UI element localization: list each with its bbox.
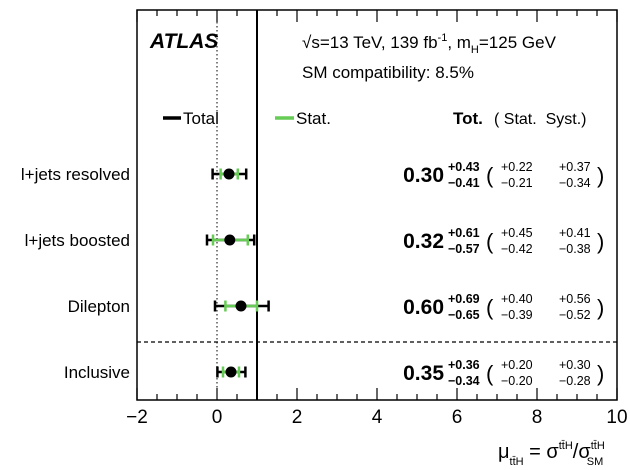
legend-total-label: Total	[183, 109, 219, 128]
row-value: 0.32	[403, 230, 444, 253]
x-tick-label: 2	[292, 407, 303, 428]
header-stat-syst: ( Stat. Syst.)	[494, 111, 586, 128]
tot-down: −0.41	[448, 176, 480, 190]
legend: Total Stat.	[163, 109, 331, 128]
measurement-row: l+jets boosted 0.32 +0.61 −0.57 ( +0.45 −0.42 +…	[25, 226, 605, 256]
tot-down: −0.34	[448, 374, 480, 388]
paren-open: (	[486, 229, 494, 254]
paren-close: )	[597, 361, 604, 386]
stat-down: −0.42	[501, 242, 533, 256]
measurement-row: l+jets resolved 0.30 +0.43 −0.41 ( +0.22 −0.21…	[21, 160, 604, 190]
paren-open: (	[486, 361, 494, 386]
stat-up: +0.40	[501, 292, 533, 306]
paren-close: )	[597, 295, 604, 320]
row-label: l+jets resolved	[21, 165, 130, 184]
stat-down: −0.20	[501, 374, 533, 388]
syst-up: +0.41	[559, 226, 591, 240]
measurement-rows: l+jets resolved 0.30 +0.43 −0.41 ( +0.22 −0.21…	[21, 160, 604, 388]
central-value-marker	[236, 301, 247, 312]
x-tick-label: 0	[212, 407, 223, 428]
tot-up: +0.61	[448, 226, 480, 240]
measurement-row: Dilepton 0.60 +0.69 −0.65 ( +0.40 −0.39 +0.56 −0…	[68, 292, 605, 322]
syst-up: +0.37	[559, 160, 591, 174]
paren-open: (	[486, 163, 494, 188]
x-tick-label: 4	[372, 407, 383, 428]
stat-down: −0.21	[501, 176, 533, 190]
tot-up: +0.43	[448, 160, 480, 174]
stat-up: +0.20	[501, 358, 533, 372]
legend-stat-label: Stat.	[296, 109, 331, 128]
syst-up: +0.30	[559, 358, 591, 372]
x-axis-label: μtt̄H = σtt̄H/σtt̄H SM	[498, 440, 605, 468]
paren-open: (	[486, 295, 494, 320]
paren-close: )	[597, 229, 604, 254]
syst-up: +0.56	[559, 292, 591, 306]
row-label: Inclusive	[64, 363, 130, 382]
header-tot: Tot.	[453, 109, 483, 128]
syst-down: −0.34	[559, 176, 591, 190]
row-label: l+jets boosted	[25, 231, 130, 250]
central-value-marker	[226, 367, 237, 378]
stat-down: −0.39	[501, 308, 533, 322]
tot-down: −0.57	[448, 242, 480, 256]
x-tick-label: −2	[126, 407, 148, 428]
syst-down: −0.28	[559, 374, 591, 388]
syst-down: −0.38	[559, 242, 591, 256]
row-value: 0.60	[403, 296, 444, 319]
row-value: 0.30	[403, 164, 444, 187]
x-tick-label: 10	[606, 407, 627, 428]
experiment-label: ATLAS	[149, 30, 218, 53]
tot-up: +0.69	[448, 292, 480, 306]
paren-close: )	[597, 163, 604, 188]
central-value-marker	[224, 169, 235, 180]
x-tick-label: 6	[452, 407, 463, 428]
stat-up: +0.22	[501, 160, 533, 174]
central-value-marker	[224, 235, 235, 246]
tot-up: +0.36	[448, 358, 480, 372]
row-value: 0.35	[403, 362, 444, 385]
energy-lumi-label: √s=13 TeV, 139 fb-1, mH=125 GeV	[302, 32, 557, 56]
syst-down: −0.52	[559, 308, 591, 322]
stat-up: +0.45	[501, 226, 533, 240]
sm-compatibility-label: SM compatibility: 8.5%	[302, 63, 474, 82]
measurement-row: Inclusive 0.35 +0.36 −0.34 ( +0.20 −0.20 +0.30 −…	[64, 358, 604, 388]
x-tick-label: 8	[532, 407, 543, 428]
tot-down: −0.65	[448, 308, 480, 322]
row-label: Dilepton	[68, 297, 130, 316]
